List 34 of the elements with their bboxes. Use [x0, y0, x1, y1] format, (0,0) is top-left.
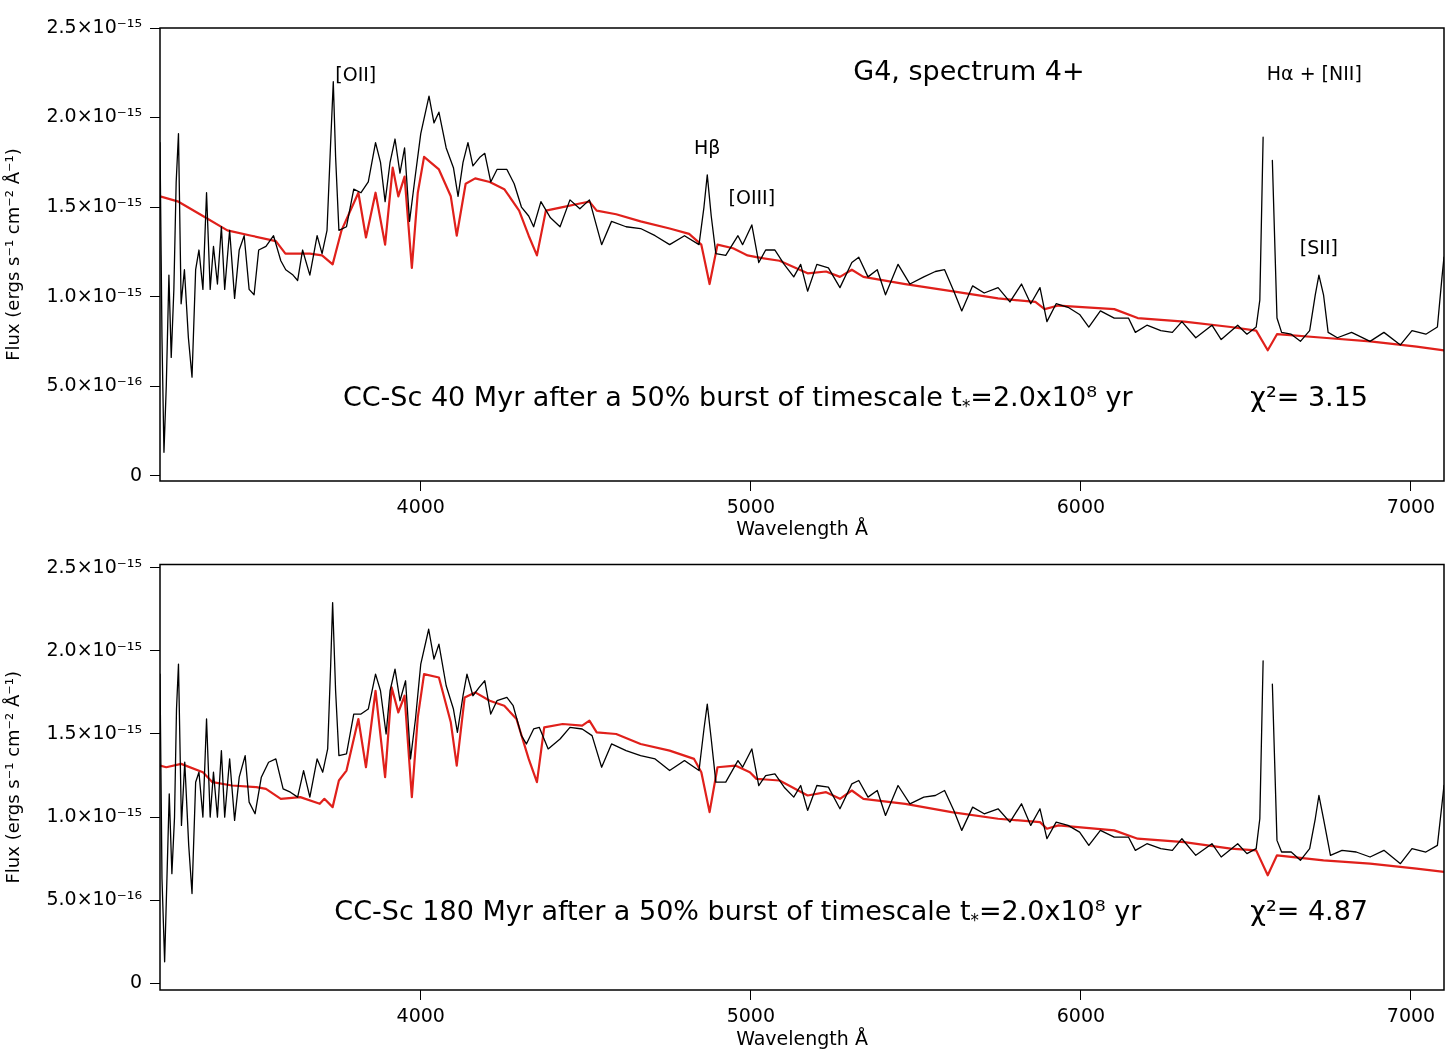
x-tick-label: 5000 [726, 495, 776, 518]
x-tick-label: 5000 [726, 1004, 776, 1027]
y-tick-label: 5.0×10⁻¹⁶ [46, 373, 142, 396]
y-tick-label: 1.0×10⁻¹⁵ [46, 283, 142, 306]
y-tick-label: 0 [129, 462, 142, 485]
y-axis-title: Flux (ergs s⁻¹ cm⁻² Å⁻¹) [2, 670, 24, 884]
y-tick-label: 2.5×10⁻¹⁵ [46, 14, 142, 37]
annotation: χ²= 4.87 [1250, 895, 1369, 927]
x-tick-label: 4000 [396, 1004, 445, 1027]
annotation: Hα + [NII] [1266, 62, 1362, 85]
y-tick-label: 2.0×10⁻¹⁵ [46, 637, 142, 660]
x-tick-label: 4000 [396, 495, 445, 518]
y-axis-title: Flux (ergs s⁻¹ cm⁻² Å⁻¹) [2, 148, 24, 361]
x-axis-title: Wavelength Å [736, 1026, 868, 1049]
annotation: [OIII] [728, 185, 776, 208]
annotation: χ²= 3.15 [1250, 381, 1369, 413]
y-tick-label: 1.0×10⁻¹⁵ [46, 804, 142, 827]
annotation: CC-Sc 40 Myr after a 50% burst of timescale t*=2.0x10⁸ yr [342, 381, 1134, 416]
annotation: CC-Sc 180 Myr after a 50% burst of timescale t*=2.0x10⁸ yr [334, 895, 1143, 930]
y-tick-label: 5.0×10⁻¹⁶ [46, 887, 142, 910]
annotation: [OII] [335, 62, 377, 85]
x-tick-label: 7000 [1386, 1004, 1436, 1027]
annotation: [SII] [1299, 236, 1338, 259]
annotation: Hβ [694, 135, 721, 158]
x-tick-label: 6000 [1056, 1004, 1106, 1027]
y-tick-label: 1.5×10⁻¹⁵ [46, 193, 142, 216]
y-tick-label: 0 [129, 970, 142, 993]
y-tick-label: 1.5×10⁻¹⁵ [46, 720, 142, 743]
y-tick-label: 2.5×10⁻¹⁵ [46, 554, 142, 577]
text: G4, spectrum 4+ [853, 55, 1085, 87]
x-axis-title: Wavelength Å [736, 516, 868, 539]
y-tick-label: 2.0×10⁻¹⁵ [46, 104, 142, 127]
x-tick-label: 7000 [1386, 495, 1436, 518]
x-tick-label: 6000 [1056, 495, 1106, 518]
